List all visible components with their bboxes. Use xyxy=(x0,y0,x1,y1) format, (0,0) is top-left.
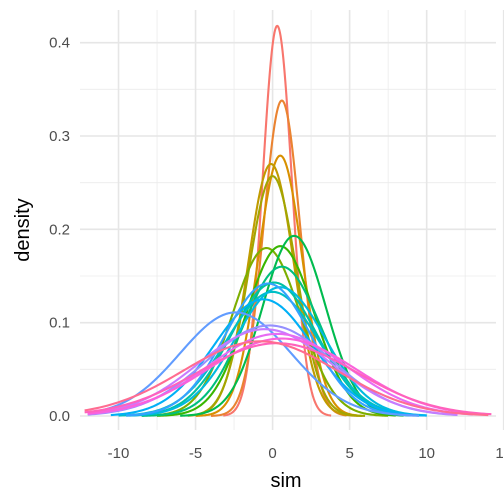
x-tick-label: 10 xyxy=(418,445,435,462)
y-tick-label: 0.4 xyxy=(49,35,70,52)
density-curve-7 xyxy=(157,245,396,417)
density-curve-1 xyxy=(222,24,332,417)
density-curve-5 xyxy=(187,175,366,417)
density-curve-21 xyxy=(84,340,489,417)
x-tick-label: 15 xyxy=(495,445,504,462)
x-tick-label: 5 xyxy=(345,445,353,462)
major-grid xyxy=(80,10,504,430)
x-tick-label: 0 xyxy=(268,445,276,462)
x-tick-label: -5 xyxy=(189,445,202,462)
y-axis-title: density xyxy=(12,198,34,261)
y-tick-label: 0.3 xyxy=(49,128,70,145)
y-tick-label: 0.0 xyxy=(49,408,70,425)
density-curve-20 xyxy=(84,342,492,416)
density-curve-12 xyxy=(126,286,427,417)
y-tick-label: 0.1 xyxy=(49,315,70,332)
x-axis-ticks: -10 -5 0 5 10 15 xyxy=(108,445,504,462)
y-tick-label: 0.2 xyxy=(49,221,70,238)
density-curve-9 xyxy=(141,265,412,417)
x-axis-title: sim xyxy=(270,470,301,492)
density-series xyxy=(84,24,492,417)
density-curve-13 xyxy=(110,298,427,417)
density-curve-3 xyxy=(195,154,358,417)
minor-grid xyxy=(80,10,496,430)
density-curve-14 xyxy=(126,282,419,417)
y-axis-ticks: 0.0 0.1 0.2 0.3 0.4 xyxy=(49,35,70,425)
x-tick-label: -10 xyxy=(108,445,130,462)
density-curve-15 xyxy=(95,311,419,417)
